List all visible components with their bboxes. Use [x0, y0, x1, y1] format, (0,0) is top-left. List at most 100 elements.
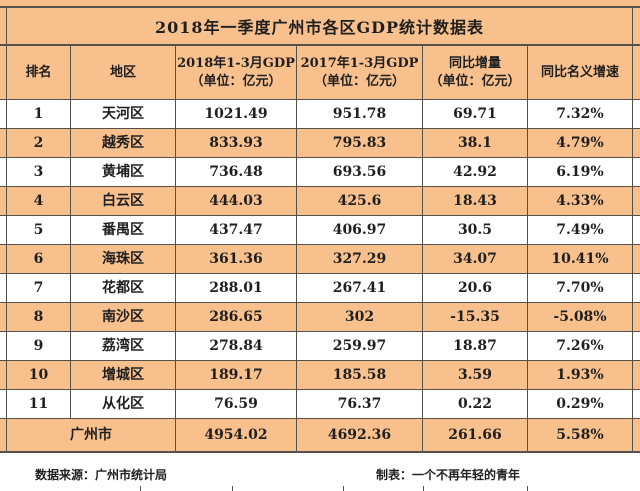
table-row: 6 海珠区 361.36 327.29 34.07 10.41%	[0, 245, 640, 274]
cell-rank: 3	[6, 158, 70, 186]
cell-district: 花都区	[70, 274, 175, 302]
cell-yoy-growth: 7.70%	[527, 274, 633, 302]
gridline-tick	[527, 486, 528, 491]
cell-district: 番禺区	[70, 216, 175, 244]
cell-gdp-2017: 425.6	[296, 187, 422, 215]
gridline-tick	[423, 486, 424, 491]
cell-yoy-delta: -15.35	[422, 303, 527, 331]
table-row: 5 番禺区 437.47 406.97 30.5 7.49%	[0, 216, 640, 245]
table-row: 9 荔湾区 278.84 259.97 18.87 7.26%	[0, 332, 640, 361]
header-gdp-2017-line1: 2017年1-3月GDP	[300, 55, 419, 71]
cell-district: 南沙区	[70, 303, 175, 331]
cell-yoy-delta: 69.71	[422, 100, 527, 128]
total-row: 广州市 4954.02 4692.36 261.66 5.58%	[0, 419, 640, 453]
footer-row: 数据来源：广州市统计局 制表：一个不再年轻的青年	[0, 453, 640, 491]
cell-district: 天河区	[70, 100, 175, 128]
table-row: 4 白云区 444.03 425.6 18.43 4.33%	[0, 187, 640, 216]
header-gdp-2017-unit: （单位：亿元）	[313, 73, 405, 89]
cell-gdp-2017: 327.29	[296, 245, 422, 273]
cell-gdp-2017: 259.97	[296, 332, 422, 360]
cell-district: 荔湾区	[70, 332, 175, 360]
cell-yoy-delta: 18.87	[422, 332, 527, 360]
table-row: 8 南沙区 286.65 302 -15.35 -5.08%	[0, 303, 640, 332]
cell-yoy-growth: 10.41%	[527, 245, 633, 273]
cell-gdp-2018: 1021.49	[175, 100, 296, 128]
header-district: 地区	[70, 46, 175, 99]
cell-gdp-2018: 286.65	[175, 303, 296, 331]
cell-gdp-2017: 267.41	[296, 274, 422, 302]
header-gdp-2018-line1: 2018年1-3月GDP	[177, 55, 295, 71]
cell-yoy-growth: 0.29%	[527, 390, 633, 418]
cell-gdp-2018: 736.48	[175, 158, 296, 186]
page-title: 2018年一季度广州市各区GDP统计数据表	[6, 8, 633, 44]
cell-rank: 9	[6, 332, 70, 360]
cell-yoy-growth: 6.19%	[527, 158, 633, 186]
cell-yoy-delta: 18.43	[422, 187, 527, 215]
table-row: 11 从化区 76.59 76.37 0.22 0.29%	[0, 390, 640, 419]
header-row: 排名 地区 2018年1-3月GDP （单位：亿元） 2017年1-3月GDP …	[0, 46, 640, 100]
cell-gdp-2018: 76.59	[175, 390, 296, 418]
total-yoy-delta: 261.66	[422, 419, 527, 451]
gridline-tick	[343, 486, 344, 491]
cell-gdp-2018: 278.84	[175, 332, 296, 360]
cell-rank: 8	[6, 303, 70, 331]
cell-rank: 10	[6, 361, 70, 389]
gridline-tick	[232, 486, 233, 491]
cell-yoy-delta: 30.5	[422, 216, 527, 244]
table-row: 10 增城区 189.17 185.58 3.59 1.93%	[0, 361, 640, 390]
cell-rank: 7	[6, 274, 70, 302]
table-row: 7 花都区 288.01 267.41 20.6 7.70%	[0, 274, 640, 303]
cell-district: 增城区	[70, 361, 175, 389]
cell-yoy-growth: 4.33%	[527, 187, 633, 215]
cell-yoy-growth: 7.32%	[527, 100, 633, 128]
cell-yoy-delta: 38.1	[422, 129, 527, 157]
cell-yoy-growth: -5.08%	[527, 303, 633, 331]
cell-yoy-delta: 34.07	[422, 245, 527, 273]
cell-yoy-growth: 7.49%	[527, 216, 633, 244]
cell-gdp-2017: 76.37	[296, 390, 422, 418]
header-gdp-2017: 2017年1-3月GDP （单位：亿元）	[296, 46, 422, 99]
cell-yoy-growth: 7.26%	[527, 332, 633, 360]
cell-gdp-2017: 693.56	[296, 158, 422, 186]
table-row: 2 越秀区 833.93 795.83 38.1 4.79%	[0, 129, 640, 158]
header-gdp-2018: 2018年1-3月GDP （单位：亿元）	[175, 46, 296, 99]
cell-gdp-2018: 288.01	[175, 274, 296, 302]
cell-district: 白云区	[70, 187, 175, 215]
header-yoy-delta-line1: 同比增量	[448, 55, 501, 71]
cell-gdp-2018: 189.17	[175, 361, 296, 389]
cell-gdp-2017: 406.97	[296, 216, 422, 244]
gridline-tick	[140, 486, 141, 491]
cell-gdp-2018: 833.93	[175, 129, 296, 157]
header-yoy-growth: 同比名义增速	[527, 46, 633, 99]
table-row: 1 天河区 1021.49 951.78 69.71 7.32%	[0, 100, 640, 129]
cell-yoy-delta: 0.22	[422, 390, 527, 418]
table-row: 3 黄埔区 736.48 693.56 42.92 6.19%	[0, 158, 640, 187]
cell-rank: 5	[6, 216, 70, 244]
data-source-note: 数据来源：广州市统计局	[35, 468, 168, 482]
cell-yoy-growth: 4.79%	[527, 129, 633, 157]
cell-gdp-2017: 951.78	[296, 100, 422, 128]
total-city-label: 广州市	[6, 419, 175, 451]
cell-yoy-delta: 20.6	[422, 274, 527, 302]
cell-rank: 11	[6, 390, 70, 418]
total-yoy-growth: 5.58%	[527, 419, 633, 451]
cell-rank: 2	[6, 129, 70, 157]
total-gdp-2018: 4954.02	[175, 419, 296, 451]
cell-rank: 4	[6, 187, 70, 215]
cell-yoy-delta: 3.59	[422, 361, 527, 389]
top-margin-strip	[0, 0, 640, 6]
header-yoy-delta: 同比增量 （单位：亿元）	[422, 46, 527, 99]
header-rank: 排名	[6, 46, 70, 99]
cell-rank: 6	[6, 245, 70, 273]
cell-yoy-growth: 1.93%	[527, 361, 633, 389]
cell-gdp-2017: 302	[296, 303, 422, 331]
title-bar: 2018年一季度广州市各区GDP统计数据表	[0, 6, 640, 46]
header-gdp-2018-unit: （单位：亿元）	[190, 73, 282, 89]
credit-note: 制表：一个不再年轻的青年	[375, 468, 520, 482]
cell-yoy-delta: 42.92	[422, 158, 527, 186]
cell-rank: 1	[6, 100, 70, 128]
total-gdp-2017: 4692.36	[296, 419, 422, 451]
cell-district: 从化区	[70, 390, 175, 418]
cell-district: 越秀区	[70, 129, 175, 157]
